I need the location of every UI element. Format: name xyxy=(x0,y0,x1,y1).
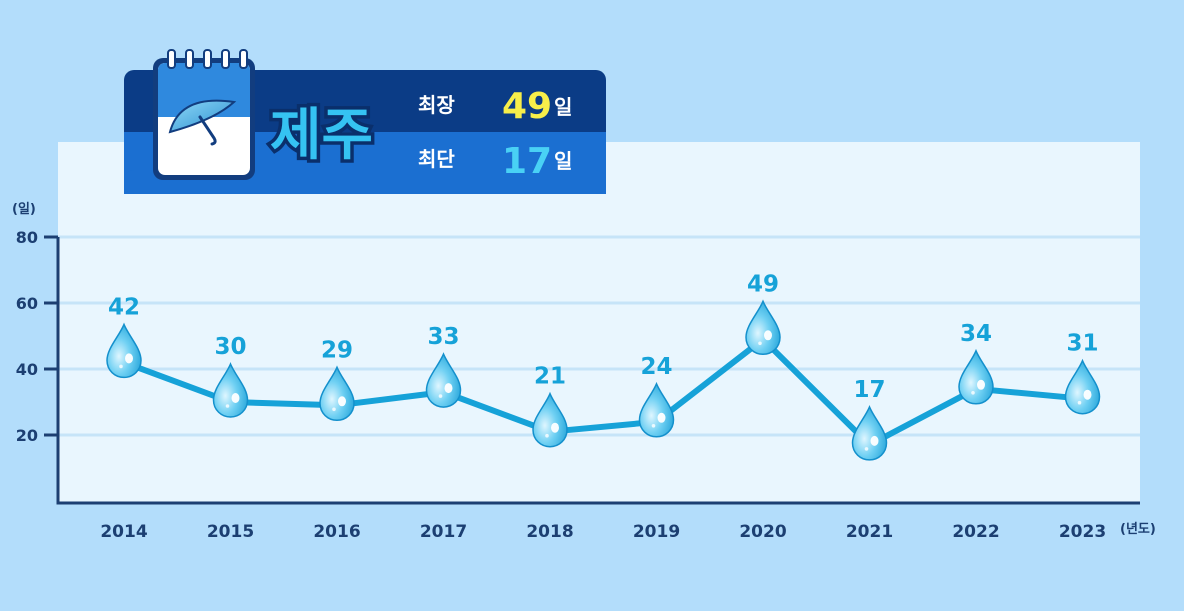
y-tick-label: 20 xyxy=(16,426,38,445)
water-drop-icon xyxy=(638,381,675,438)
data-label: 21 xyxy=(534,364,566,390)
data-label: 42 xyxy=(108,294,140,320)
x-tick-label: 2014 xyxy=(100,522,147,542)
x-tick-label: 2023 xyxy=(1059,522,1106,542)
water-drop-icon xyxy=(958,348,994,405)
x-tick-label: 2015 xyxy=(207,522,254,542)
data-label: 34 xyxy=(960,321,992,347)
region-title: 제주 xyxy=(270,103,373,168)
y-tick-label: 80 xyxy=(16,228,38,247)
longest-unit: 일 xyxy=(554,95,572,119)
longest-value: 49 xyxy=(502,86,552,127)
data-label: 31 xyxy=(1066,331,1098,357)
water-drop-icon xyxy=(532,391,568,448)
grid-lines xyxy=(58,235,1140,437)
water-drop-icon xyxy=(106,322,142,379)
series-line xyxy=(122,336,1083,448)
y-axis-unit-label: (일) xyxy=(12,202,36,217)
x-tick-label: 2020 xyxy=(739,522,786,542)
water-drop-icon xyxy=(851,404,888,461)
x-axis-unit-label: (년도) xyxy=(1120,522,1156,537)
shortest-label: 최단 xyxy=(418,147,455,171)
plot-area xyxy=(58,142,1140,504)
x-tick-label: 2018 xyxy=(526,522,573,542)
data-label: 49 xyxy=(747,271,779,297)
calendar-umbrella-icon xyxy=(153,49,255,180)
shortest-value: 17 xyxy=(502,141,552,182)
y-tick-label: 40 xyxy=(16,360,38,379)
y-tick-label: 60 xyxy=(16,294,38,313)
data-markers xyxy=(106,299,1101,461)
data-label: 33 xyxy=(427,324,459,350)
x-tick-label: 2021 xyxy=(846,522,893,542)
x-tick-label: 2019 xyxy=(633,522,680,542)
data-label: 30 xyxy=(214,334,246,360)
x-tick-label: 2022 xyxy=(952,522,999,542)
water-drop-icon xyxy=(212,362,249,418)
data-label: 29 xyxy=(321,337,353,363)
axis-line xyxy=(56,237,1140,505)
shortest-unit: 일 xyxy=(554,149,572,173)
longest-label: 최장 xyxy=(418,93,455,117)
axes xyxy=(44,235,1140,505)
data-label: 24 xyxy=(640,354,672,380)
x-tick-label: 2017 xyxy=(420,522,467,542)
water-drop-icon xyxy=(1064,358,1101,415)
header-banner: 제주 최장 49 일 최단 17 일 xyxy=(124,49,606,194)
data-label: 17 xyxy=(853,377,885,403)
water-drop-icon xyxy=(745,299,781,356)
y-tick-labels: 20 40 60 80 xyxy=(16,228,38,445)
x-tick-label: 2016 xyxy=(313,522,360,542)
data-labels: 42 30 29 33 21 24 49 17 34 31 xyxy=(108,271,1099,403)
water-drop-icon xyxy=(319,365,355,422)
water-drop-icon xyxy=(425,352,462,408)
x-tick-labels: 2014 2015 2016 2017 2018 2019 2020 2021 2022 2023 xyxy=(100,522,1106,542)
